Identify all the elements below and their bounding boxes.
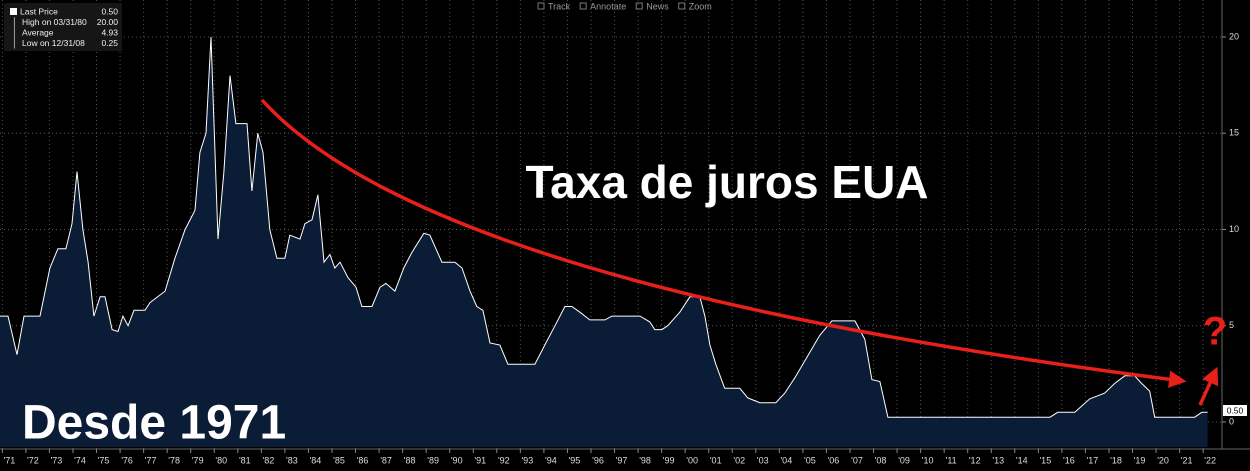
toolbar-icon <box>678 2 686 10</box>
x-tick-label: '93 <box>521 455 533 465</box>
x-tick-label: '18 <box>1110 455 1122 465</box>
legend-swatch <box>10 8 17 15</box>
x-tick-label: '88 <box>404 455 416 465</box>
x-tick-label: '13 <box>992 455 1004 465</box>
x-tick-label: '74 <box>74 455 86 465</box>
toolbar-icon <box>537 2 545 10</box>
y-tick-label: 20 <box>1229 31 1239 41</box>
x-tick-label: '71 <box>3 455 15 465</box>
x-tick-label: '83 <box>286 455 298 465</box>
x-tick-label: '97 <box>616 455 628 465</box>
legend-label: Last Price <box>20 6 58 16</box>
x-tick-label: '96 <box>592 455 604 465</box>
x-tick-label: '00 <box>686 455 698 465</box>
x-tick-label: '84 <box>310 455 322 465</box>
x-tick-label: '10 <box>922 455 934 465</box>
toolbar: Track Annotate News Zoom <box>537 1 712 11</box>
x-tick-label: '78 <box>168 455 180 465</box>
x-tick-label: '01 <box>710 455 722 465</box>
x-tick-label: '79 <box>192 455 204 465</box>
x-tick-label: '11 <box>946 455 957 465</box>
legend-value: 4.93 <box>101 27 118 37</box>
up-arrow <box>1198 366 1219 406</box>
toolbar-button[interactable]: News <box>646 1 669 11</box>
x-tick-label: '90 <box>451 455 463 465</box>
area-fill <box>0 37 1208 447</box>
question-mark: ? <box>1203 310 1227 354</box>
y-tick-label: 10 <box>1229 224 1239 234</box>
x-tick-label: '12 <box>969 455 981 465</box>
x-tick-label: '20 <box>1157 455 1169 465</box>
toolbar-button[interactable]: Zoom <box>689 1 712 11</box>
x-tick-label: '76 <box>121 455 133 465</box>
legend: Last Price 0.50 High on 03/31/80 20.00 │ Aver… <box>12 6 118 49</box>
x-tick-label: '95 <box>569 455 581 465</box>
toolbar-button[interactable]: Track <box>548 1 571 11</box>
x-tick-label: '08 <box>875 455 887 465</box>
x-tick-label: '05 <box>804 455 816 465</box>
x-tick-label: '91 <box>474 455 486 465</box>
x-tick-label: '06 <box>828 455 840 465</box>
last-price-tag <box>1223 405 1247 416</box>
legend-label: Average <box>22 27 54 37</box>
x-tick-label: '22 <box>1204 455 1216 465</box>
x-tick-label: '92 <box>498 455 510 465</box>
legend-label: High on 03/31/80 <box>22 17 87 27</box>
legend-box <box>4 3 122 51</box>
x-tick-label: '19 <box>1134 455 1146 465</box>
x-tick-label: '94 <box>545 455 557 465</box>
x-tick-label: '72 <box>27 455 39 465</box>
toolbar-icon <box>635 2 643 10</box>
x-tick-label: '02 <box>733 455 745 465</box>
x-tick-label: '87 <box>380 455 392 465</box>
trend-arrow <box>260 98 1187 388</box>
y-tick-label: 0 <box>1229 416 1234 426</box>
legend-value: 0.25 <box>101 38 118 48</box>
x-tick-label: '82 <box>262 455 274 465</box>
x-tick-label: '80 <box>215 455 227 465</box>
last-price-label: 0.50 <box>1227 405 1244 415</box>
x-tick-label: '89 <box>427 455 439 465</box>
legend-label: Low on 12/31/08 <box>22 38 85 48</box>
x-tick-label: '17 <box>1087 455 1099 465</box>
x-tick-label: '03 <box>757 455 769 465</box>
legend-value: 20.00 <box>97 17 119 27</box>
grid <box>0 0 1222 449</box>
toolbar-button[interactable]: Annotate <box>590 1 626 11</box>
x-tick-label: '77 <box>145 455 157 465</box>
legend-icon: │ <box>12 38 17 49</box>
x-tick-label: '99 <box>663 455 675 465</box>
chart-title: Taxa de juros EUA <box>525 156 928 208</box>
y-tick-label: 5 <box>1229 320 1234 330</box>
x-tick-label: '73 <box>51 455 63 465</box>
x-tick-label: '14 <box>1016 455 1028 465</box>
legend-icon: │ <box>12 17 17 28</box>
legend-icon: │ <box>12 27 17 38</box>
x-tick-label: '86 <box>357 455 369 465</box>
x-tick-label: '81 <box>239 455 251 465</box>
y-tick-label: 15 <box>1229 128 1239 138</box>
x-tick-label: '21 <box>1181 455 1193 465</box>
x-tick-label: '04 <box>780 455 792 465</box>
x-tick-label: '07 <box>851 455 863 465</box>
since-label: Desde 1971 <box>22 397 286 450</box>
legend-value: 0.50 <box>101 6 118 16</box>
toolbar-icon <box>579 2 587 10</box>
x-tick-label: '15 <box>1039 455 1051 465</box>
axes: 0 5 10 15 20 '71 '72 '73 '74 '75 '76 '77 '78 '79 '80 '8… <box>1 31 1239 465</box>
x-tick-label: '98 <box>639 455 651 465</box>
x-tick-label: '16 <box>1063 455 1075 465</box>
x-tick-label: '75 <box>98 455 110 465</box>
x-tick-label: '85 <box>333 455 345 465</box>
x-tick-label: '09 <box>898 455 910 465</box>
